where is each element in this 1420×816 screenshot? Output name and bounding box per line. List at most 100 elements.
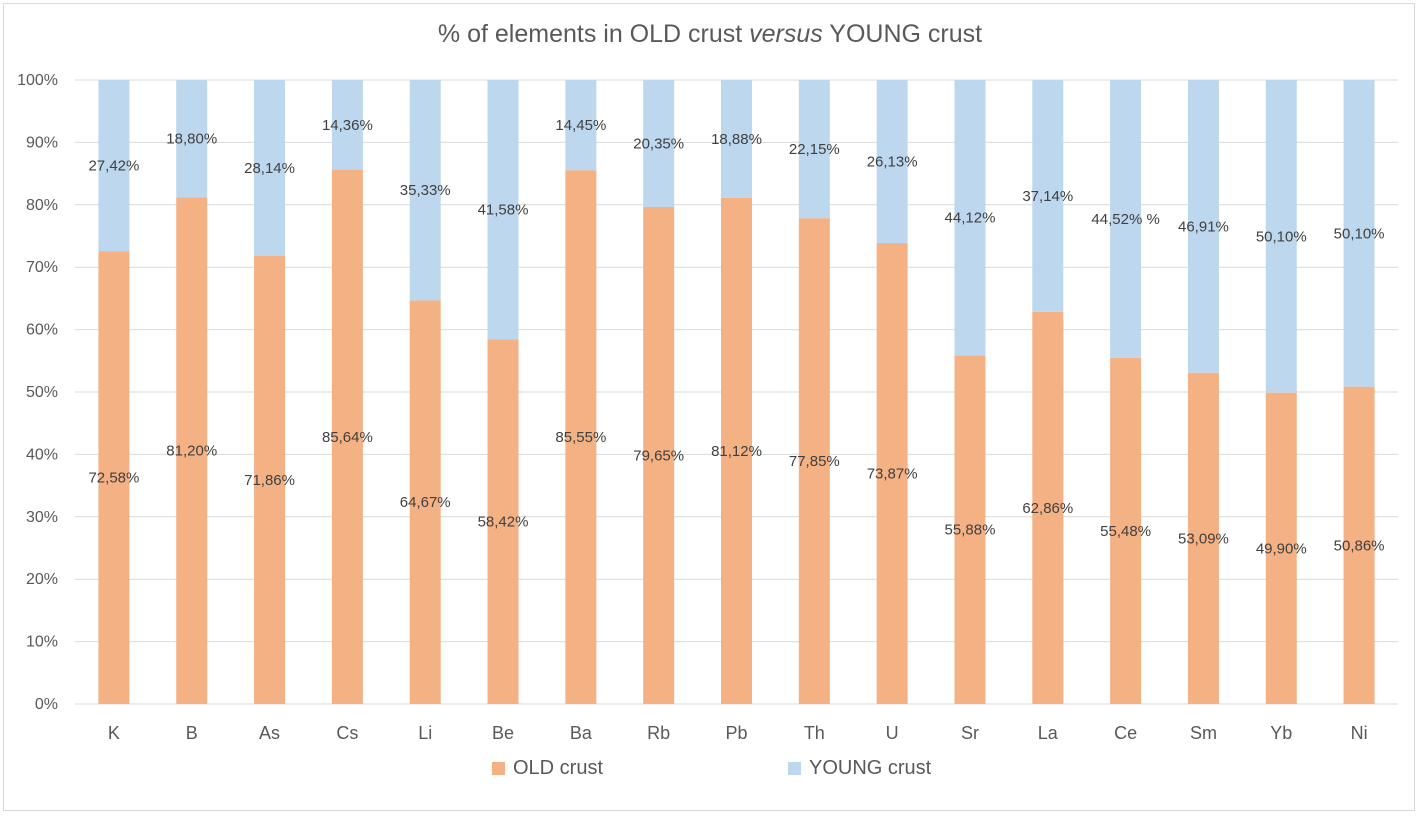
data-label-young-crust: 26,13% (867, 154, 918, 171)
bar-old-crust (487, 339, 519, 704)
data-label-young-crust: 46,91% (1178, 218, 1229, 235)
data-label-young-crust: 50,10% (1256, 228, 1307, 245)
x-category-label: B (186, 723, 198, 743)
data-label-young-crust: 18,80% (166, 131, 217, 148)
bar-old-crust (409, 300, 441, 704)
bar-old-crust (1187, 372, 1219, 704)
data-label-old-crust: 58,42% (478, 514, 529, 531)
y-tick-label: 0% (35, 696, 58, 713)
x-category-label: Ba (570, 723, 593, 743)
bar-young-crust (98, 80, 130, 252)
bar-old-crust (1110, 357, 1142, 704)
legend: OLD crust YOUNG crust (0, 757, 1420, 783)
data-label-old-crust: 55,48% (1100, 523, 1151, 540)
chart-title-suffix: YOUNG crust (822, 20, 983, 48)
data-label-young-crust: 18,88% (711, 131, 762, 148)
bar-old-crust (1032, 311, 1064, 704)
x-category-label: Be (492, 723, 514, 743)
chart-title-emphasis: versus (749, 20, 823, 48)
data-labels: 72,58% 27,42% 81,20% 18,80% 71,86% 28,14% 85,6… (88, 117, 1384, 558)
bar-old-crust (176, 197, 208, 704)
bar-young-crust (954, 80, 986, 356)
legend-label-young-crust: YOUNG crust (809, 757, 932, 779)
x-category-label: As (259, 723, 280, 743)
x-category-label: U (886, 723, 899, 743)
bar-young-crust (876, 80, 908, 244)
bar-young-crust (1187, 80, 1219, 373)
x-category-label: K (108, 723, 120, 743)
x-category-label: Pb (725, 723, 747, 743)
bar-old-crust (1343, 386, 1375, 704)
data-label-old-crust: 85,55% (555, 429, 606, 446)
chart-frame (3, 3, 1415, 811)
data-label-old-crust: 62,86% (1022, 500, 1073, 517)
data-label-young-crust: 44,12% (945, 210, 996, 227)
x-category-label: Ni (1351, 723, 1368, 743)
bar-young-crust (1032, 80, 1064, 312)
bar-old-crust (1265, 392, 1297, 704)
data-label-young-crust: 35,33% (400, 182, 451, 199)
bar-young-crust (798, 80, 830, 219)
y-tick-label: 20% (26, 571, 58, 588)
data-label-young-crust: 14,45% (555, 117, 606, 134)
x-category-label: Sm (1190, 723, 1217, 743)
bar-young-crust (176, 80, 208, 198)
data-label-old-crust: 50,86% (1334, 537, 1385, 554)
data-label-old-crust: 77,85% (789, 453, 840, 470)
bar-young-crust (409, 80, 441, 301)
bar-young-crust (1110, 80, 1142, 358)
bar-old-crust (565, 170, 597, 705)
data-label-old-crust: 81,20% (166, 443, 217, 460)
data-label-young-crust: 44,52% % (1091, 211, 1159, 228)
bar-young-crust (565, 80, 597, 171)
x-category-label: Th (804, 723, 825, 743)
bar-old-crust (331, 169, 363, 705)
data-label-young-crust: 37,14% (1022, 188, 1073, 205)
data-label-old-crust: 73,87% (867, 466, 918, 483)
x-category-label: Ce (1114, 723, 1137, 743)
y-tick-label: 40% (26, 446, 58, 463)
data-label-young-crust: 27,42% (88, 158, 139, 175)
bar-young-crust (487, 80, 519, 340)
bar-young-crust (331, 80, 363, 170)
data-label-old-crust: 55,88% (945, 522, 996, 539)
bar-young-crust (254, 80, 286, 256)
legend-item-young-crust: YOUNG crust (788, 757, 931, 780)
x-category-label: Rb (647, 723, 670, 743)
y-tick-label: 90% (26, 134, 58, 151)
data-label-old-crust: 85,64% (322, 429, 373, 446)
data-label-young-crust: 50,10% (1334, 225, 1385, 242)
data-label-old-crust: 49,90% (1256, 540, 1307, 557)
x-category-label: Yb (1270, 723, 1292, 743)
data-label-old-crust: 79,65% (633, 447, 684, 464)
data-label-young-crust: 14,36% (322, 117, 373, 134)
data-label-young-crust: 41,58% (478, 202, 529, 219)
data-label-young-crust: 20,35% (633, 135, 684, 152)
chart-title-prefix: % of elements in OLD crust (437, 20, 750, 48)
legend-label-old-crust: OLD crust (513, 757, 604, 779)
x-category-label: La (1038, 723, 1059, 743)
bars (98, 80, 1375, 705)
bar-old-crust (98, 251, 130, 704)
data-label-old-crust: 81,12% (711, 443, 762, 460)
bar-young-crust (721, 80, 752, 198)
legend-item-old-crust: OLD crust (492, 757, 603, 780)
y-tick-label: 30% (26, 509, 58, 526)
data-label-young-crust: 22,15% (789, 141, 840, 158)
chart-title: % of elements in OLD crust versus YOUNG … (0, 20, 1420, 49)
bar-old-crust (643, 206, 675, 704)
x-category-label: Li (418, 723, 432, 743)
bar-old-crust (954, 355, 986, 704)
bar-old-crust (876, 243, 908, 704)
bar-young-crust (643, 80, 675, 207)
y-tick-label: 10% (26, 634, 58, 651)
data-label-old-crust: 72,58% (88, 470, 139, 487)
x-category-label: Sr (961, 723, 979, 743)
bar-old-crust (798, 218, 830, 704)
axes: 0% 10% 20% 30% 40% 50% 60% 70% 80% 90% 100% K B As Cs L… (17, 72, 1368, 743)
y-tick-label: 100% (17, 72, 58, 89)
y-tick-label: 60% (26, 322, 58, 339)
y-tick-label: 80% (26, 197, 58, 214)
bar-old-crust (254, 255, 286, 704)
